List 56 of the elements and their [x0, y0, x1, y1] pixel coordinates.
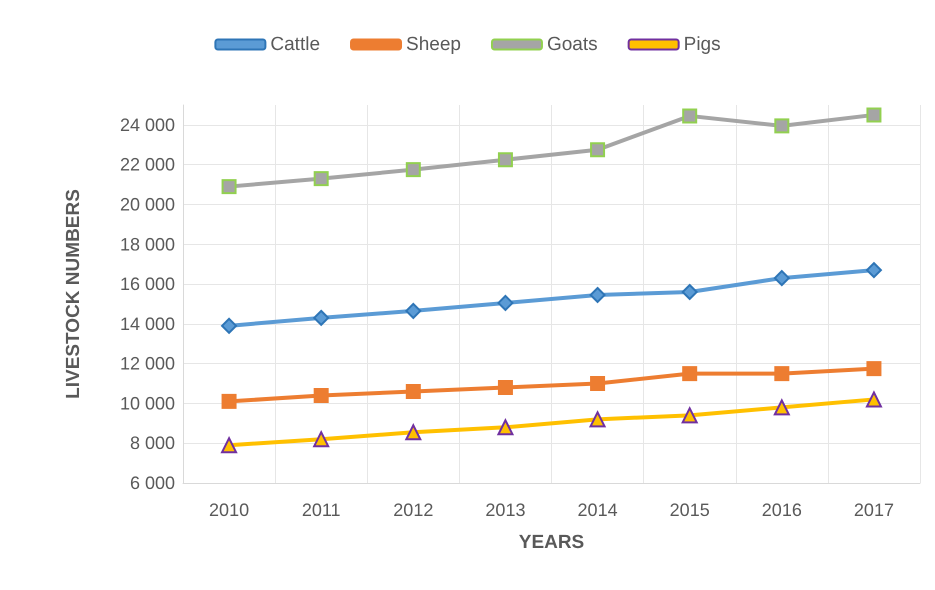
- point: [774, 270, 790, 286]
- y-tick-label: 24 000: [120, 114, 175, 135]
- y-tick-label: 12 000: [120, 354, 175, 374]
- point: [866, 391, 882, 408]
- point: [221, 437, 238, 454]
- y-tick-label: 8 000: [130, 433, 175, 454]
- x-tick-label: 2014: [578, 500, 618, 520]
- point: [405, 424, 422, 440]
- x-tick-label: 2012: [393, 500, 434, 520]
- y-tick-label: 16 000: [120, 274, 175, 294]
- y-tick-label: 10 000: [120, 393, 175, 414]
- point: [406, 162, 421, 178]
- point: [313, 310, 330, 326]
- point: [774, 118, 790, 134]
- point: [682, 284, 698, 300]
- point: [497, 419, 514, 436]
- point: [774, 399, 790, 416]
- point: [590, 411, 606, 428]
- point: [221, 318, 238, 334]
- point: [222, 394, 237, 409]
- point: [866, 107, 882, 122]
- x-tick-label: 2016: [762, 500, 802, 520]
- x-tick-label: 2013: [485, 500, 526, 520]
- point: [498, 152, 513, 168]
- y-tick-label: 18 000: [120, 234, 175, 254]
- legend-label: Goats: [546, 34, 598, 55]
- point: [314, 171, 329, 186]
- point: [406, 384, 421, 399]
- point: [682, 108, 698, 124]
- y-tick-label: 14 000: [120, 314, 175, 334]
- y-tick-label: 20 000: [120, 194, 175, 214]
- point: [590, 286, 606, 303]
- point: [314, 388, 329, 403]
- point: [590, 376, 606, 392]
- legend-label: Cattle: [270, 34, 320, 55]
- y-axis-title: LIVESTOCK NUMBERS: [63, 189, 84, 399]
- point: [497, 294, 514, 311]
- x-tick-label: 2010: [209, 500, 250, 520]
- x-tick-label: 2015: [670, 500, 710, 520]
- x-tick-label: 2011: [302, 500, 341, 520]
- y-tick-label: 22 000: [120, 154, 175, 175]
- point: [682, 407, 698, 424]
- point: [866, 361, 882, 376]
- point: [222, 179, 237, 194]
- x-axis-title: YEARS: [518, 532, 584, 553]
- point: [590, 142, 606, 158]
- legend-label: Pigs: [684, 34, 721, 55]
- point: [774, 366, 790, 382]
- point: [405, 302, 422, 319]
- point: [866, 262, 882, 278]
- x-tick-label: 2017: [854, 500, 894, 520]
- legend-label: Sheep: [406, 34, 461, 55]
- point: [498, 380, 513, 396]
- point: [313, 431, 330, 448]
- point: [682, 366, 698, 382]
- y-tick-label: 6 000: [130, 473, 175, 493]
